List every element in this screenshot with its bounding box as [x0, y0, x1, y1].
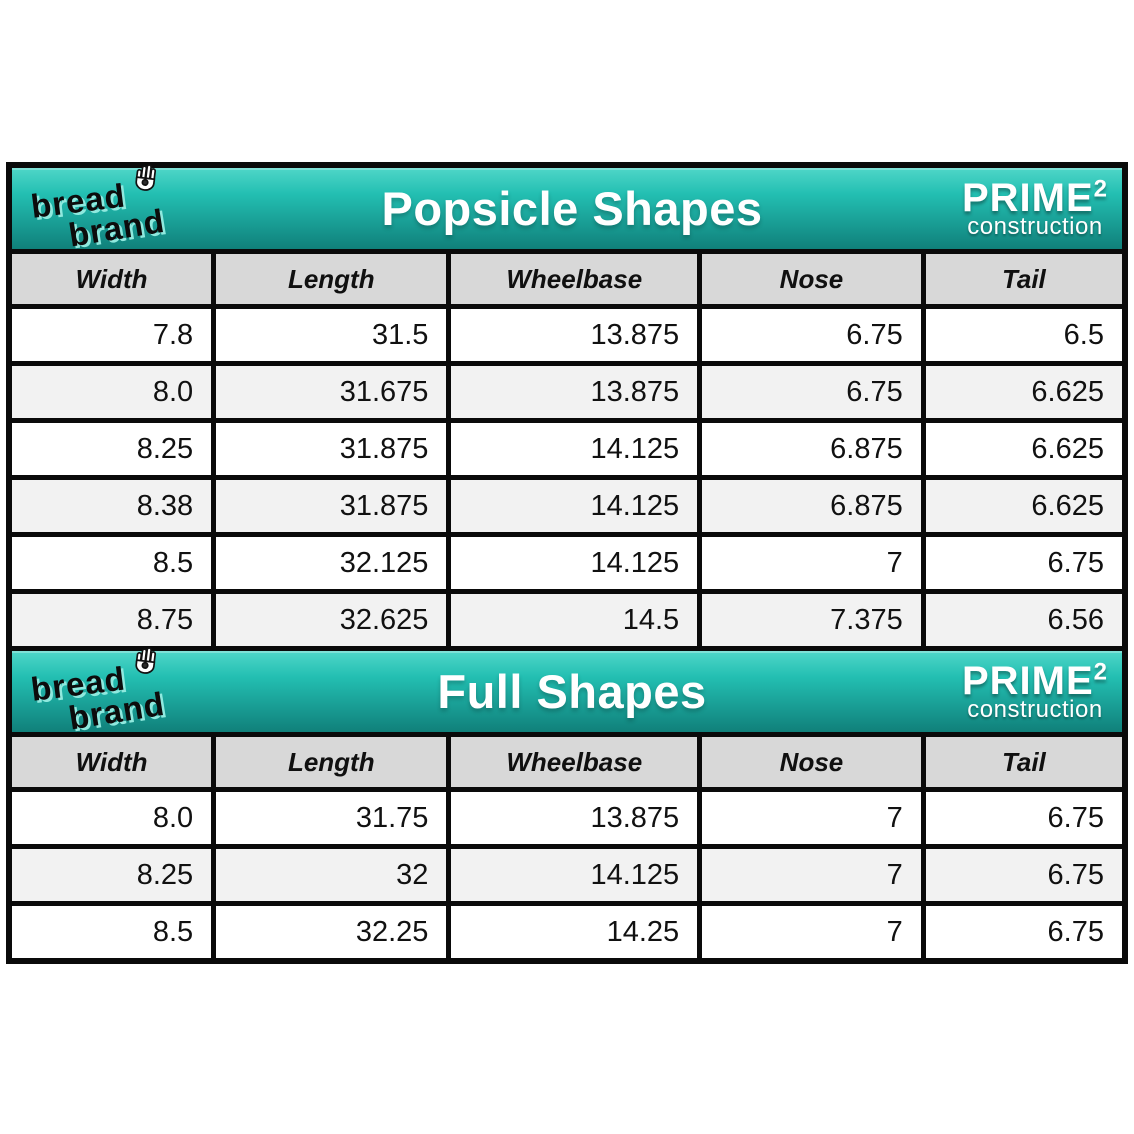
- table-row: 8.5 32.25 14.25 7 6.75: [12, 906, 1122, 958]
- table-cell: 8.0: [12, 792, 212, 844]
- table-cell: 8.75: [12, 594, 212, 646]
- prime-logo-tagline: construction: [967, 213, 1103, 240]
- table-cell: 13.875: [451, 366, 698, 418]
- table-cell: 14.125: [451, 849, 698, 901]
- table-cell: 6.75: [925, 792, 1122, 844]
- table-cell: 8.25: [12, 423, 212, 475]
- table-cell: 8.25: [12, 849, 212, 901]
- table-cell: 6.875: [702, 423, 921, 475]
- table-row: 8.25 31.875 14.125 6.875 6.625: [12, 423, 1122, 475]
- table-cell: 14.125: [451, 480, 698, 532]
- table-cell: 8.38: [12, 480, 212, 532]
- table-cell: 14.125: [451, 537, 698, 589]
- table-cell: 31.75: [216, 792, 447, 844]
- bread-brand-logo: bread brand: [10, 164, 250, 254]
- table-cell: 13.875: [451, 792, 698, 844]
- table-row: 8.75 32.625 14.5 7.375 6.56: [12, 594, 1122, 646]
- table-cell: 31.5: [216, 309, 447, 361]
- table-cell: 8.5: [12, 906, 212, 958]
- table-cell: 6.625: [925, 366, 1122, 418]
- hand-icon: [135, 647, 157, 675]
- table-cell: 6.75: [702, 309, 921, 361]
- table-cell: 8.0: [12, 366, 212, 418]
- hand-icon: [135, 164, 157, 192]
- table-cell: 8.5: [12, 537, 212, 589]
- table-cell: 32: [216, 849, 447, 901]
- table-cell: 7.8: [12, 309, 212, 361]
- table-cell: 6.75: [925, 849, 1122, 901]
- full-table: Width Length Wheelbase Nose Tail 8.0 31.75 13.8…: [12, 737, 1122, 958]
- popsicle-band: bread brand Popsicle Shapes PRIME2 const…: [12, 164, 1122, 254]
- table-row: 8.0 31.675 13.875 6.75 6.625: [12, 366, 1122, 418]
- table-cell: 31.675: [216, 366, 447, 418]
- table-cell: 31.875: [216, 423, 447, 475]
- table-cell: 6.75: [925, 537, 1122, 589]
- table-cell: 13.875: [451, 309, 698, 361]
- column-header: Tail: [925, 737, 1122, 787]
- shape-spec-sheet: bread brand Popsicle Shapes PRIME2 const…: [6, 162, 1128, 964]
- table-cell: 6.625: [925, 423, 1122, 475]
- prime-exponent: 2: [1093, 175, 1108, 203]
- table-cell: 6.56: [925, 594, 1122, 646]
- table-header-row: Width Length Wheelbase Nose Tail: [12, 737, 1122, 787]
- column-header: Length: [216, 737, 447, 787]
- table-cell: 14.5: [451, 594, 698, 646]
- table-cell: 32.25: [216, 906, 447, 958]
- table-cell: 7: [702, 906, 921, 958]
- table-cell: 32.625: [216, 594, 447, 646]
- prime-logo-name: PRIME2: [961, 175, 1108, 220]
- table-row: 8.0 31.75 13.875 7 6.75: [12, 792, 1122, 844]
- table-row: 8.5 32.125 14.125 7 6.75: [12, 537, 1122, 589]
- table-title-full: Full Shapes: [437, 665, 707, 718]
- full-band: bread brand Full Shapes PRIME2 construct…: [12, 647, 1122, 737]
- table-title-popsicle: Popsicle Shapes: [381, 182, 763, 235]
- table-cell: 31.875: [216, 480, 447, 532]
- prime-logo-name: PRIME2: [961, 658, 1108, 703]
- table-cell: 14.125: [451, 423, 698, 475]
- column-header: Length: [216, 254, 447, 304]
- table-cell: 6.625: [925, 480, 1122, 532]
- full-shapes-section: bread brand Full Shapes PRIME2 construct…: [12, 647, 1122, 958]
- table-row: 7.8 31.5 13.875 6.75 6.5: [12, 309, 1122, 361]
- column-header: Width: [12, 254, 212, 304]
- column-header: Wheelbase: [451, 254, 698, 304]
- prime-exponent: 2: [1093, 658, 1108, 686]
- table-cell: 6.75: [925, 906, 1122, 958]
- table-row: 8.25 32 14.125 7 6.75: [12, 849, 1122, 901]
- column-header: Wheelbase: [451, 737, 698, 787]
- prime-logo-tagline: construction: [967, 696, 1103, 723]
- table-cell: 7: [702, 849, 921, 901]
- column-header: Nose: [702, 737, 921, 787]
- table-row: 8.38 31.875 14.125 6.875 6.625: [12, 480, 1122, 532]
- table-cell: 6.75: [702, 366, 921, 418]
- table-header-row: Width Length Wheelbase Nose Tail: [12, 254, 1122, 304]
- table-cell: 7: [702, 537, 921, 589]
- table-cell: 6.5: [925, 309, 1122, 361]
- popsicle-table: Width Length Wheelbase Nose Tail 7.8 31.5 13.87…: [12, 254, 1122, 646]
- table-cell: 14.25: [451, 906, 698, 958]
- table-cell: 6.875: [702, 480, 921, 532]
- column-header: Width: [12, 737, 212, 787]
- prime-construction-logo: PRIME2 construction: [961, 658, 1122, 723]
- prime-construction-logo: PRIME2 construction: [961, 175, 1122, 240]
- table-cell: 7.375: [702, 594, 921, 646]
- column-header: Nose: [702, 254, 921, 304]
- table-cell: 7: [702, 792, 921, 844]
- popsicle-shapes-section: bread brand Popsicle Shapes PRIME2 const…: [12, 164, 1122, 646]
- column-header: Tail: [925, 254, 1122, 304]
- bread-brand-logo: bread brand: [10, 647, 250, 737]
- table-cell: 32.125: [216, 537, 447, 589]
